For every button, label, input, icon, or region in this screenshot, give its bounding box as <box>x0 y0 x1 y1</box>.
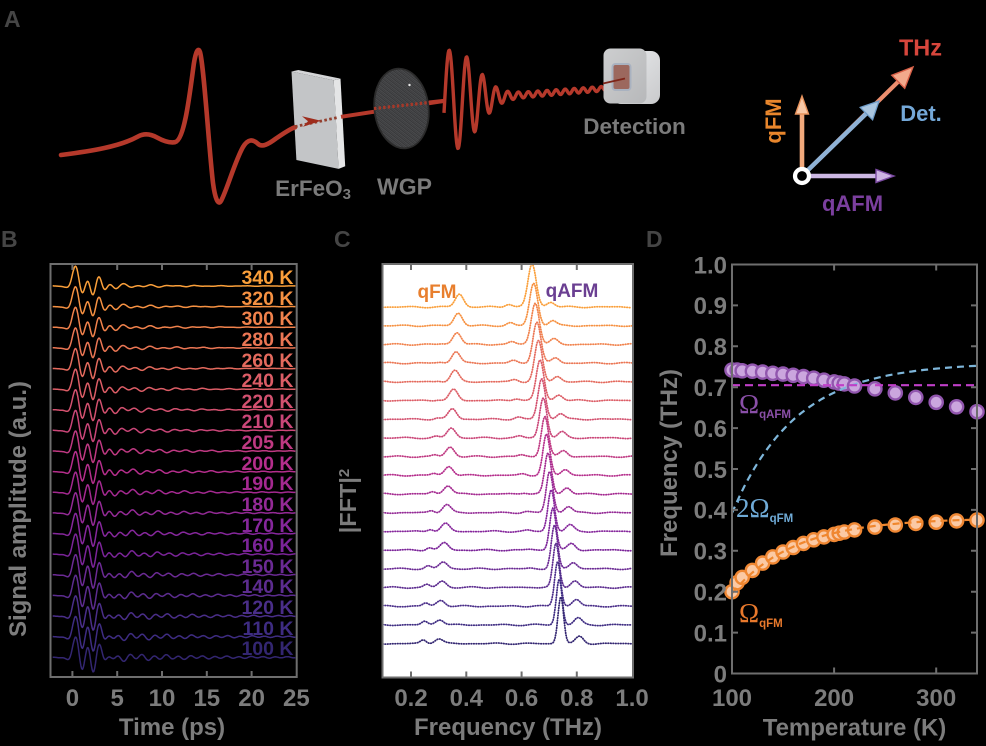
svg-text:ErFeO3: ErFeO3 <box>275 176 351 203</box>
svg-text:0.2: 0.2 <box>394 685 427 712</box>
svg-text:210 K: 210 K <box>241 411 293 433</box>
svg-text:D: D <box>646 226 663 252</box>
svg-text:320 K: 320 K <box>241 288 293 310</box>
svg-text:200: 200 <box>814 685 854 712</box>
svg-text:Frequency (THz): Frequency (THz) <box>656 369 683 557</box>
svg-text:qFM: qFM <box>417 282 456 303</box>
svg-text:15: 15 <box>193 685 220 712</box>
svg-text:0.5: 0.5 <box>694 457 727 484</box>
svg-text:0.4: 0.4 <box>694 498 728 525</box>
svg-text:C: C <box>334 226 351 252</box>
svg-text:10: 10 <box>149 685 176 712</box>
svg-text:|FFT|2: |FFT|2 <box>335 469 361 534</box>
svg-text:280 K: 280 K <box>241 329 293 351</box>
svg-text:240 K: 240 K <box>241 370 293 392</box>
svg-text:5: 5 <box>111 685 124 712</box>
svg-text:A: A <box>4 6 21 32</box>
svg-text:300 K: 300 K <box>241 308 293 330</box>
svg-text:Signal amplitude (a.u.): Signal amplitude (a.u.) <box>5 381 32 637</box>
svg-text:190 K: 190 K <box>241 473 293 495</box>
svg-text:0.3: 0.3 <box>694 539 727 566</box>
svg-text:20: 20 <box>238 685 265 712</box>
svg-text:150 K: 150 K <box>241 556 293 578</box>
svg-text:100 K: 100 K <box>241 638 293 660</box>
svg-text:340 K: 340 K <box>241 267 293 289</box>
svg-text:qFM: qFM <box>761 98 786 143</box>
svg-text:110 K: 110 K <box>243 618 294 640</box>
svg-text:220 K: 220 K <box>241 391 293 413</box>
svg-text:0.6: 0.6 <box>505 685 538 712</box>
svg-text:1.0: 1.0 <box>615 685 648 712</box>
svg-text:qAFM: qAFM <box>822 191 883 216</box>
svg-text:160 K: 160 K <box>241 535 293 557</box>
svg-text:120 K: 120 K <box>241 597 293 619</box>
svg-text:0.8: 0.8 <box>560 685 593 712</box>
svg-text:Det.: Det. <box>900 101 942 126</box>
svg-text:140 K: 140 K <box>241 576 293 598</box>
svg-text:170 K: 170 K <box>241 515 293 537</box>
svg-text:0.1: 0.1 <box>694 620 727 647</box>
svg-text:0: 0 <box>66 685 79 712</box>
svg-text:100: 100 <box>712 685 752 712</box>
svg-text:300: 300 <box>916 685 956 712</box>
svg-text:0.8: 0.8 <box>694 334 727 361</box>
svg-text:180 K: 180 K <box>241 494 293 516</box>
svg-text:THz: THz <box>899 35 942 61</box>
svg-text:WGP: WGP <box>377 174 432 200</box>
svg-text:0: 0 <box>714 661 727 688</box>
svg-text:25: 25 <box>283 685 310 712</box>
svg-text:0.7: 0.7 <box>694 375 727 402</box>
svg-text:qAFM: qAFM <box>546 281 599 302</box>
svg-text:Detection: Detection <box>583 114 686 139</box>
svg-text:Frequency (THz): Frequency (THz) <box>414 714 602 741</box>
svg-text:200 K: 200 K <box>241 453 293 475</box>
svg-text:260 K: 260 K <box>241 350 293 372</box>
svg-text:Time (ps): Time (ps) <box>119 714 225 741</box>
svg-text:1.0: 1.0 <box>694 252 727 279</box>
svg-text:0.2: 0.2 <box>694 580 727 607</box>
svg-text:0.4: 0.4 <box>450 685 484 712</box>
svg-text:0.9: 0.9 <box>694 293 727 320</box>
svg-text:2ΩqFM: 2ΩqFM <box>736 493 793 525</box>
svg-text:B: B <box>1 226 18 252</box>
svg-text:0.6: 0.6 <box>694 416 727 443</box>
svg-text:Temperature (K): Temperature (K) <box>763 715 947 742</box>
svg-text:205 K: 205 K <box>241 432 293 454</box>
